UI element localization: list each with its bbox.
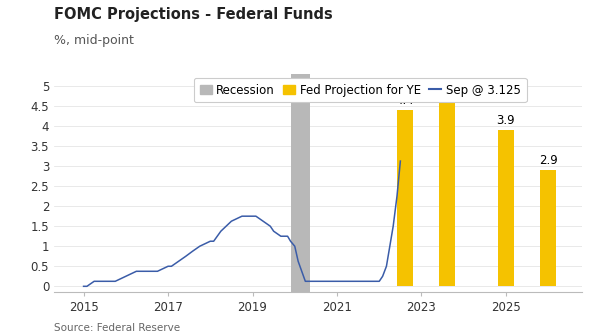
- Bar: [397, 110, 413, 286]
- Text: Source: Federal Reserve: Source: Federal Reserve: [54, 323, 180, 333]
- Bar: [540, 170, 556, 286]
- Text: 3.9: 3.9: [497, 114, 515, 127]
- Bar: [290, 74, 310, 292]
- Text: 4.6: 4.6: [437, 86, 456, 99]
- Bar: [498, 130, 514, 286]
- Bar: [439, 102, 455, 286]
- Legend: Recession, Fed Projection for YE, Sep @ 3.125: Recession, Fed Projection for YE, Sep @ …: [194, 78, 527, 102]
- Text: %, mid-point: %, mid-point: [54, 34, 134, 47]
- Text: 4.4: 4.4: [395, 94, 414, 107]
- Text: FOMC Projections - Federal Funds: FOMC Projections - Federal Funds: [54, 7, 333, 22]
- Text: 2.9: 2.9: [539, 154, 557, 167]
